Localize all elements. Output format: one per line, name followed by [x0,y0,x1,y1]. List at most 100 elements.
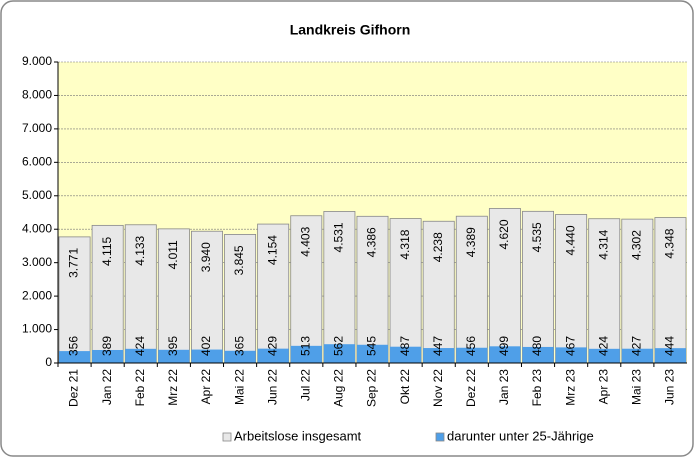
y-tick-label: 8.000 [22,88,52,102]
x-tick-label: Mrz 22 [166,369,180,406]
y-tick-label: 1.000 [22,322,52,336]
value-label: 427 [630,336,644,356]
x-tick-label: Aug 22 [332,369,346,407]
x-tick-label: Jun 22 [265,369,279,405]
value-label: 4.531 [332,222,346,252]
bar [422,220,455,364]
y-tick-label: 0 [45,355,52,369]
value-label: 444 [663,336,677,356]
x-tick-label: Mai 23 [630,369,644,405]
bar [488,208,521,364]
chart-title: Landkreis Gifhorn [290,22,411,38]
value-label: 424 [596,336,610,356]
bar [58,351,91,363]
value-label: 4.238 [431,232,445,262]
value-label: 499 [497,336,511,356]
bar [455,215,488,364]
value-label: 4.133 [133,235,147,265]
x-tick-label: Jul 22 [298,369,312,401]
value-label: 4.620 [497,219,511,249]
y-tick-label: 9.000 [22,54,52,68]
x-tick-label: Jan 23 [497,369,511,405]
y-tick-label: 6.000 [22,155,52,169]
bar [555,214,588,364]
value-label: 4.386 [365,227,379,257]
bar [125,348,157,363]
bar [423,348,455,363]
value-label: 356 [67,336,81,356]
bar [158,349,190,363]
value-label: 467 [563,336,577,356]
value-label: 395 [166,336,180,356]
y-tick-label: 7.000 [22,121,52,135]
value-label: 4.115 [100,236,114,265]
value-label: 4.535 [530,222,544,252]
x-tick-label: Sep 22 [365,369,379,407]
legend-label: darunter unter 25-Jährige [447,428,594,443]
value-label: 4.403 [298,226,312,256]
value-label: 4.318 [398,229,412,259]
bar [588,348,620,363]
x-tick-label: Feb 22 [133,369,147,407]
bar [224,350,256,363]
y-tick-label: 5.000 [22,188,52,202]
bar [157,228,190,364]
y-tick-label: 4.000 [22,221,52,235]
value-label: 365 [232,336,246,356]
value-label: 4.154 [265,235,279,265]
value-label: 513 [298,336,312,356]
x-tick-label: Dez 21 [67,369,81,407]
bar [621,348,653,363]
value-label: 4.011 [166,240,180,269]
y-tick-label: 2.000 [22,288,52,302]
value-label: 456 [464,336,478,356]
value-label: 3.771 [67,248,81,278]
value-label: 3.845 [232,245,246,275]
value-label: 4.302 [630,230,644,260]
value-label: 447 [431,336,445,356]
bar [489,346,521,363]
bar [323,211,356,364]
x-tick-label: Nov 22 [431,369,445,407]
bar [389,218,422,364]
bar [621,218,654,364]
x-tick-label: Jun 23 [663,369,677,405]
bar [257,223,290,364]
x-tick-label: Dez 22 [464,369,478,407]
value-label: 4.389 [464,227,478,257]
bar [456,347,488,363]
bar [356,215,389,364]
bar [522,346,554,363]
value-label: 545 [365,336,379,356]
bar [356,344,389,363]
x-tick-label: Mai 22 [232,369,246,405]
bar [92,349,124,363]
value-label: 3.940 [199,242,213,272]
x-tick-label: Okt 22 [398,369,412,405]
bar [191,230,223,364]
value-label: 562 [332,336,346,356]
y-tick-label: 3.000 [22,255,52,269]
value-label: 487 [398,336,412,356]
x-tick-label: Jan 22 [100,369,114,405]
bar [522,210,554,364]
value-label: 402 [199,336,213,356]
bar [654,217,687,364]
x-tick-label: Apr 23 [596,369,610,405]
value-label: 389 [100,336,114,356]
legend-label: Arbeitslose insgesamt [234,428,362,443]
bar [290,345,322,363]
bar [323,344,355,363]
bar [191,349,223,363]
bar [588,218,621,364]
value-label: 480 [530,336,544,356]
value-label: 429 [265,336,279,356]
bar [390,346,422,363]
legend-swatch [222,432,232,442]
value-label: 4.348 [663,228,677,258]
value-label: 4.314 [596,229,610,259]
bar [654,348,687,363]
value-label: 424 [133,336,147,356]
bar [555,347,587,363]
